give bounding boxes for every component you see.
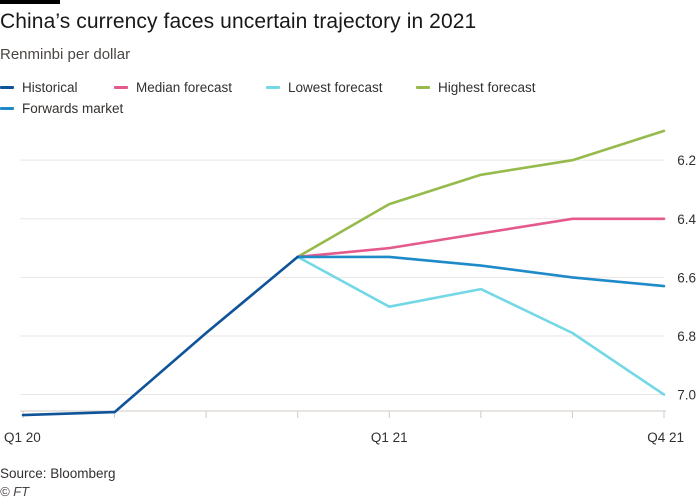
x-axis-ticks: Q1 20 Q1 21 Q4 21 — [4, 410, 684, 445]
series-line-lowest-forecast — [296, 255, 666, 396]
series-lines — [21, 129, 666, 417]
series-line-forwards-market — [296, 255, 666, 288]
legend-swatch-lowest — [266, 86, 280, 89]
y-tick-label-6.2: 6.2 — [677, 153, 696, 168]
series-line-median-forecast — [296, 217, 666, 259]
legend-swatch-highest — [416, 86, 430, 89]
y-tick-label-6.8: 6.8 — [677, 329, 696, 344]
legend-label-forwards: Forwards market — [22, 101, 124, 116]
y-axis-ticks: 6.2 6.4 6.6 6.8 7.0 — [677, 153, 696, 402]
y-tick-label-6.4: 6.4 — [677, 212, 696, 227]
gridlines — [20, 159, 664, 396]
x-tick-label-q1-21: Q1 21 — [371, 430, 408, 445]
legend-item-highest: Highest forecast — [416, 80, 536, 95]
legend-swatch-historical — [0, 86, 14, 89]
chart-subtitle: Renminbi per dollar — [0, 46, 131, 63]
ft-top-bar — [0, 0, 60, 4]
legend-swatch-forwards — [0, 107, 14, 110]
series-line-highest-forecast — [296, 129, 666, 259]
legend-label-highest: Highest forecast — [438, 80, 536, 95]
legend-label-historical: Historical — [22, 80, 78, 95]
series-line-historical — [21, 255, 300, 417]
legend-item-lowest: Lowest forecast — [266, 80, 383, 95]
y-tick-label-7.0: 7.0 — [677, 388, 696, 403]
x-tick-label-q4-21: Q4 21 — [647, 430, 684, 445]
legend-item-median: Median forecast — [114, 80, 232, 95]
legend-swatch-median — [114, 86, 128, 89]
legend-item-historical: Historical — [0, 80, 78, 95]
x-tick-label-q1-20: Q1 20 — [4, 430, 41, 445]
ft-credit: © FT — [0, 484, 30, 499]
legend-item-forwards: Forwards market — [0, 101, 123, 116]
legend-label-median: Median forecast — [136, 80, 233, 95]
legend-label-lowest: Lowest forecast — [288, 80, 383, 95]
chart-title: China’s currency faces uncertain traject… — [0, 10, 477, 33]
source-note: Source: Bloomberg — [0, 466, 116, 481]
y-tick-label-6.6: 6.6 — [677, 270, 696, 285]
